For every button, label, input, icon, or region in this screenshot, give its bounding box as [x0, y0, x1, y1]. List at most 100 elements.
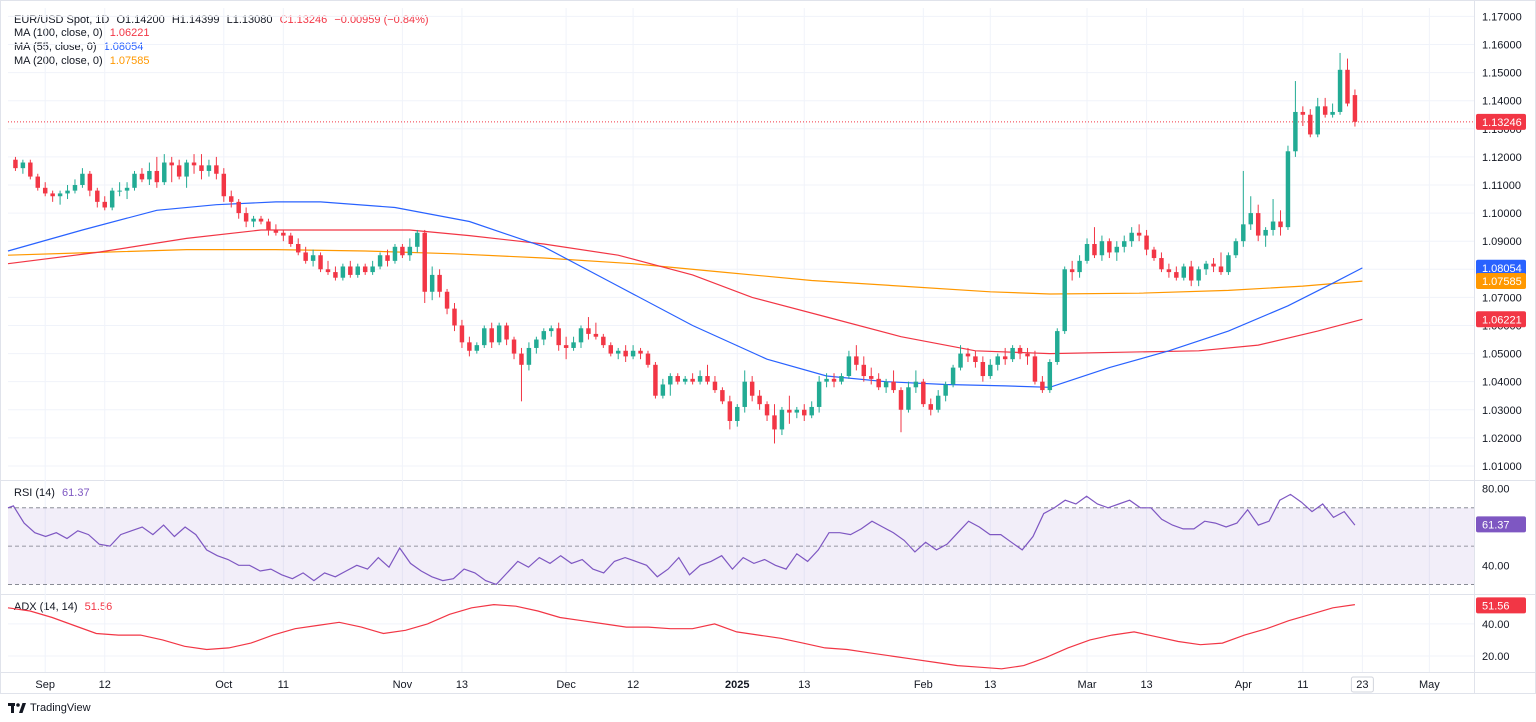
candle-body — [1114, 246, 1120, 253]
candle-body — [13, 159, 18, 169]
candle-body — [385, 255, 390, 261]
candle-body — [325, 269, 331, 273]
legend-ma100-value: 1.06221 — [109, 27, 150, 39]
candle-body — [660, 384, 666, 396]
candle-body — [1211, 263, 1216, 267]
candle-body — [1084, 244, 1090, 261]
legend-open: O1.14200 — [116, 14, 165, 26]
candle-body — [831, 378, 837, 382]
candle-body — [1077, 260, 1082, 273]
candle-body — [1129, 232, 1134, 242]
candle-body — [720, 390, 725, 402]
ma100-line — [7, 229, 1363, 355]
candle-body — [1025, 353, 1030, 357]
candle-body — [273, 229, 279, 233]
legend-symbol: EUR/USD Spot, 1D — [14, 14, 110, 26]
candle-body — [258, 218, 264, 222]
rsi-badge-bg — [1476, 516, 1526, 533]
legend-low: L1.13080 — [226, 14, 273, 26]
candle-body — [288, 235, 294, 244]
legend-ma200-label: MA (200, close, 0) — [14, 55, 103, 67]
time-tick-label: 13 — [1140, 679, 1152, 691]
candle-body — [80, 173, 85, 185]
candle-body — [1151, 249, 1157, 259]
price-tick-label: 1.02000 — [1482, 433, 1522, 445]
candle-body — [601, 336, 606, 346]
candle-body — [474, 345, 480, 351]
candle-body — [1248, 213, 1253, 225]
adx-badge: 51.56 — [1482, 600, 1510, 612]
candle-body — [1122, 241, 1127, 247]
candle-body — [1233, 241, 1239, 256]
last-price-badge-bg — [1476, 113, 1526, 130]
candle-body — [1345, 69, 1350, 104]
candle-body — [377, 255, 383, 267]
candle-body — [995, 356, 1000, 365]
time-tick-label: 12 — [99, 679, 111, 691]
chart-canvas[interactable]: 1.170001.160001.150001.140001.130001.120… — [0, 0, 1536, 700]
candle-body — [846, 356, 852, 377]
candle-body — [638, 350, 643, 354]
candle-body — [333, 272, 338, 278]
candle-body — [132, 173, 137, 188]
candle-body — [1099, 241, 1105, 256]
candle-body — [72, 185, 78, 191]
ma100-badge-bg — [1476, 311, 1526, 328]
tradingview-logo-icon — [8, 703, 26, 713]
chart-frame — [0, 0, 1536, 694]
candle-body — [1069, 269, 1075, 273]
candle-body — [906, 387, 911, 410]
candle-body — [229, 196, 234, 202]
brand: TradingView — [8, 702, 91, 714]
legend-ma55-label: MA (55, close, 0) — [14, 41, 97, 53]
candle-body — [1293, 111, 1298, 152]
candle-body — [645, 353, 651, 365]
candle-body — [139, 173, 145, 180]
candle-body — [1144, 235, 1149, 250]
candle-body — [913, 381, 919, 388]
candle-body — [482, 328, 487, 346]
candle-body — [973, 356, 978, 362]
candle-body — [467, 342, 472, 351]
candle-body — [549, 328, 554, 332]
candle-body — [541, 331, 547, 340]
legend-ma55-value: 1.08054 — [103, 41, 144, 53]
candle-body — [295, 244, 301, 253]
price-tick-label: 1.12000 — [1482, 152, 1522, 164]
time-tick-label: Feb — [914, 679, 933, 691]
candle-body — [958, 353, 963, 368]
candle-body — [407, 246, 413, 256]
time-tick-label: 13 — [456, 679, 468, 691]
rsi-tick-label: 80.00 — [1482, 484, 1510, 496]
current-date-marker — [1350, 676, 1374, 693]
candle-body — [772, 415, 777, 430]
candle-body — [1278, 221, 1283, 228]
time-tick-label: Nov — [393, 679, 413, 691]
candle-body — [861, 364, 867, 377]
candle-body — [266, 221, 271, 230]
candle-body — [1017, 347, 1023, 354]
candle-body — [340, 266, 346, 278]
candle-body — [697, 376, 703, 382]
price-tick-label: 1.01000 — [1482, 461, 1522, 473]
candle-body — [1322, 106, 1328, 115]
candle-body — [496, 325, 502, 343]
ma200-badge-bg — [1476, 272, 1526, 289]
candle-body — [1188, 266, 1194, 281]
candle-body — [1285, 151, 1291, 228]
candle-body — [50, 193, 55, 197]
candle-body — [124, 187, 130, 191]
legend-ma200: MA (200, close, 0) 1.07585 — [14, 55, 149, 68]
price-tick-label: 1.07000 — [1482, 292, 1522, 304]
candle-body — [809, 406, 814, 416]
adx-badge-bg — [1476, 597, 1526, 614]
rsi-tick-label: 40.00 — [1482, 560, 1510, 572]
candle-body — [757, 395, 762, 405]
candle-body — [1010, 347, 1015, 360]
ma55-badge-bg — [1476, 259, 1526, 276]
price-tick-label: 1.09000 — [1482, 236, 1522, 248]
candle-body — [35, 176, 40, 188]
candle-body — [705, 376, 710, 382]
candle-body — [615, 350, 621, 354]
candle-body — [519, 353, 524, 365]
